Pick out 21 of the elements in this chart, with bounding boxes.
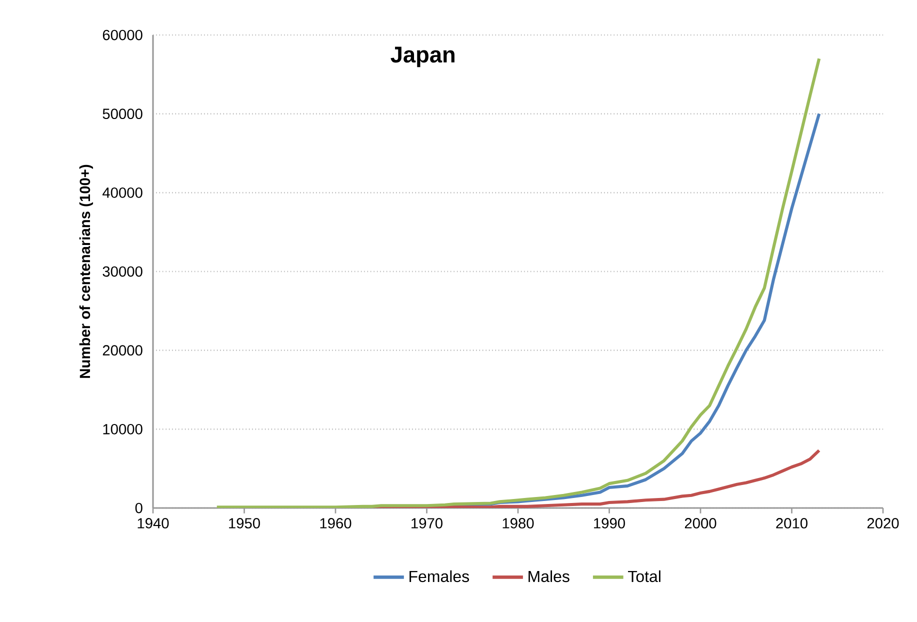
x-tick-label: 1940 xyxy=(138,518,169,528)
x-tick-label: 2000 xyxy=(684,518,716,528)
x-tick-label: 2020 xyxy=(867,518,899,528)
legend-label: Females xyxy=(410,570,470,582)
chart-title: Japan xyxy=(390,46,454,68)
x-tick-label: 1990 xyxy=(594,518,625,528)
y-tick-label: 30000 xyxy=(102,266,142,277)
legend-label: Males xyxy=(528,570,570,582)
x-tick-label: 1970 xyxy=(412,518,442,528)
y-tick-label: 40000 xyxy=(102,187,142,198)
legend-label: Total xyxy=(628,570,660,582)
x-tick-label: 2010 xyxy=(776,518,808,528)
x-tick-label: 1980 xyxy=(502,518,534,528)
y-tick-label: 20000 xyxy=(102,345,142,356)
y-axis-title: Number of centenarians (100+) xyxy=(79,164,94,378)
x-tick-label: 1950 xyxy=(229,518,260,528)
y-tick-label: 10000 xyxy=(103,424,142,434)
x-tick-label: 1960 xyxy=(320,518,352,528)
y-tick-label: 0 xyxy=(135,502,142,514)
y-tick-label: 60000 xyxy=(102,30,142,40)
y-tick-label: 50000 xyxy=(102,108,142,120)
